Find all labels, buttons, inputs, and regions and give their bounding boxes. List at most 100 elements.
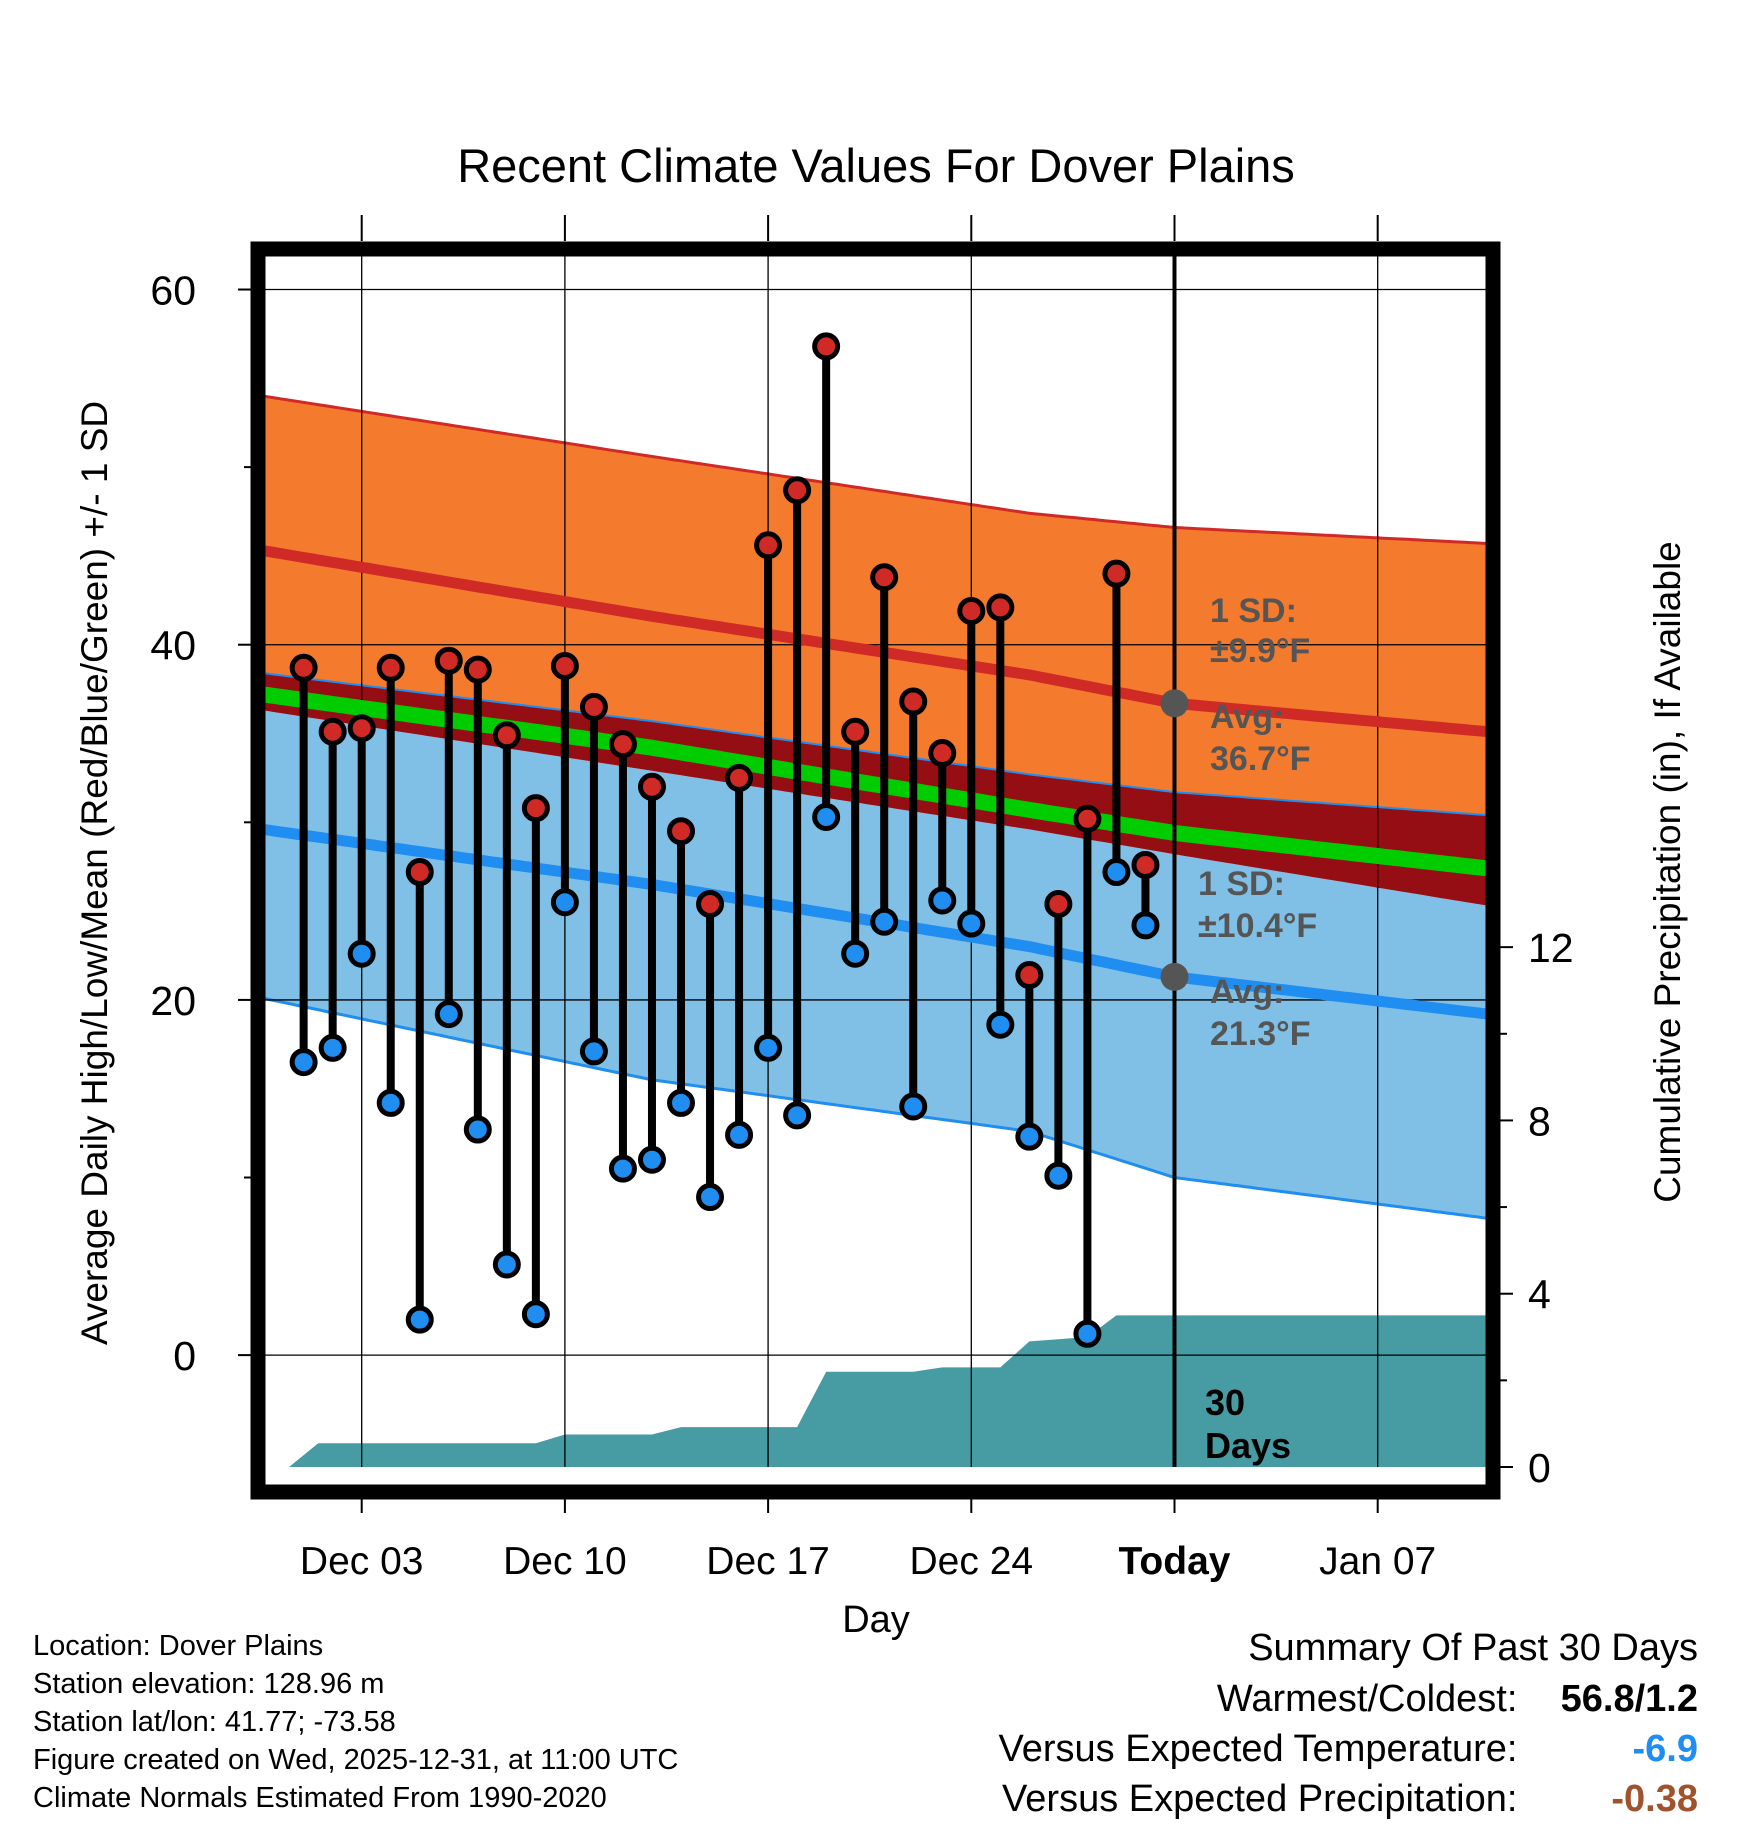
right-tick-label: 12 (1528, 925, 1574, 971)
avg-high-line (263, 545, 1488, 738)
low-point (347, 939, 376, 968)
high-point (783, 476, 812, 505)
low-annotation: 1 SD: ±10.4°F Avg: 21.3°F (1198, 865, 1317, 1053)
low-point (318, 1033, 347, 1062)
low-point (1131, 911, 1160, 940)
low-sd-label: 1 SD: (1198, 865, 1285, 903)
high-point (521, 794, 550, 823)
high-point (492, 721, 521, 750)
high-point (434, 646, 463, 675)
mean-line (263, 686, 1488, 877)
high-point (289, 653, 318, 682)
low-point (870, 907, 899, 936)
plot-frame (250, 241, 1501, 1500)
high-point (637, 772, 666, 801)
low-point (1073, 1319, 1102, 1348)
low-avg-label: Avg: (1210, 973, 1284, 1011)
low-point (783, 1101, 812, 1130)
info-normals: Climate Normals Estimated From 1990-2020 (33, 1782, 607, 1814)
station-info: Location: Dover Plains Station elevation… (33, 1627, 678, 1817)
left-tick-label: 40 (150, 623, 196, 669)
high-avg-label: Avg: (1210, 698, 1284, 736)
low-avg-value: 21.3°F (1210, 1015, 1311, 1053)
plot-area (263, 254, 1488, 1467)
low-point (957, 909, 986, 938)
high-point (725, 763, 754, 792)
high-point (928, 739, 957, 768)
precip-anomaly-label: Versus Expected Precipitation: (1002, 1778, 1518, 1820)
high-point (754, 531, 783, 560)
high-point (608, 730, 637, 759)
low-point (1102, 858, 1131, 887)
summary-panel: Summary Of Past 30 Days Warmest/Coldest:… (999, 1622, 1698, 1824)
low-point (608, 1154, 637, 1183)
today-high-avg-marker (1160, 689, 1189, 718)
x-tick-label: Dec 03 (300, 1540, 424, 1583)
low-lower-line (263, 996, 1488, 1220)
high-point (1102, 559, 1131, 588)
low-point (579, 1037, 608, 1066)
summary-title: Summary Of Past 30 Days (1248, 1627, 1698, 1669)
low-point (1044, 1161, 1073, 1190)
chart-title: Recent Climate Values For Dover Plains (457, 139, 1295, 192)
low-point (289, 1048, 318, 1077)
info-latlon: Station lat/lon: 41.77; -73.58 (33, 1706, 396, 1738)
low-sd-band (263, 710, 1488, 1219)
x-tick-label: Dec 24 (910, 1540, 1034, 1583)
high-sd-label: 1 SD: (1210, 592, 1297, 630)
high-point (812, 332, 841, 361)
x-tick-label: Jan 07 (1319, 1540, 1436, 1583)
low-point (754, 1033, 783, 1062)
high-point (347, 714, 376, 743)
days-annotation: 30 Days (1205, 1382, 1291, 1466)
info-location: Location: Dover Plains (33, 1630, 324, 1662)
high-point (1073, 804, 1102, 833)
days-count: 30 (1205, 1382, 1245, 1423)
left-tick-label: 20 (150, 978, 196, 1024)
high-point (376, 653, 405, 682)
high-point (550, 652, 579, 681)
high-sd-value: ±9.9°F (1210, 632, 1310, 670)
x-tick-label: Dec 17 (706, 1540, 830, 1583)
info-elevation: Station elevation: 128.96 m (33, 1668, 385, 1700)
high-point (957, 596, 986, 625)
left-tick-label: 60 (150, 268, 196, 314)
high-point (405, 858, 434, 887)
high-point (1131, 850, 1160, 879)
right-tick-label: 8 (1528, 1098, 1551, 1144)
x-tick-label: Today (1119, 1540, 1231, 1583)
low-point (841, 939, 870, 968)
low-point (928, 886, 957, 915)
low-point (550, 888, 579, 917)
y-axis-label-right: Cumulative Precipitation (in), If Availa… (1647, 541, 1688, 1203)
temp-anomaly-value: -6.9 (1632, 1728, 1698, 1770)
low-point (405, 1305, 434, 1334)
low-point (521, 1300, 550, 1329)
low-sd-value: ±10.4°F (1198, 907, 1317, 945)
low-point (986, 1010, 1015, 1039)
high-point (870, 563, 899, 592)
low-point (637, 1145, 666, 1174)
high-point (986, 593, 1015, 622)
low-point (899, 1092, 928, 1121)
high-point (1044, 890, 1073, 919)
low-point (667, 1088, 696, 1117)
high-point (463, 655, 492, 684)
low-point (492, 1250, 521, 1279)
x-axis-label: Day (842, 1599, 910, 1641)
high-point (667, 817, 696, 846)
warm-cold-value: 56.8/1.2 (1560, 1678, 1698, 1720)
temp-anomaly-label: Versus Expected Temperature: (998, 1728, 1518, 1770)
high-avg-value: 36.7°F (1210, 740, 1311, 778)
summary-row-temp: Versus Expected Temperature: -6.9 (999, 1724, 1698, 1774)
high-point (899, 687, 928, 716)
warm-cold-label: Warmest/Coldest: (1216, 1678, 1518, 1720)
high-point (696, 890, 725, 919)
days-word: Days (1205, 1425, 1291, 1466)
right-tick-label: 0 (1528, 1445, 1551, 1491)
high-annotation: 1 SD: ±9.9°F Avg: 36.7°F (1210, 592, 1311, 778)
today-low-avg-marker (1160, 962, 1189, 991)
low-point (463, 1115, 492, 1144)
high-upper-line (263, 394, 1488, 545)
